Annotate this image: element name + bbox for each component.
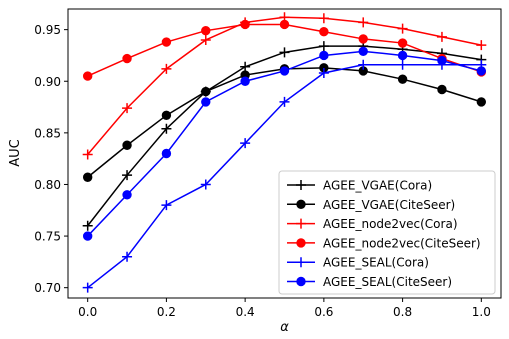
legend-item: AGEE_VGAE(Cora) [287,179,432,193]
circle-marker [397,74,408,84]
x-tick-label: 0.4 [236,305,255,319]
legend: AGEE_VGAE(Cora) AGEE_VGAE(CiteSeer) AGEE_n… [278,170,496,295]
series-agee-node2vec-cora [82,12,487,160]
y-tick-label: 0.90 [34,75,61,89]
y-axis: 0.70 0.75 0.80 0.85 0.90 0.95 [34,23,68,295]
y-tick-label: 0.95 [34,23,61,37]
circle-marker [437,55,447,66]
x-axis-label: α [280,320,289,335]
plus-marker [476,40,487,51]
y-tick-label: 0.80 [34,178,61,192]
legend-label: AGEE_VGAE(CiteSeer) [323,198,455,212]
legend-item: AGEE_node2vec(CiteSeer) [287,236,481,250]
plus-marker [161,63,172,74]
circle-marker [476,66,487,76]
legend-item: AGEE_SEAL(Cora) [287,256,429,270]
series-agee-vgae-citeseer [82,63,487,182]
circle-marker [296,276,306,287]
plus-marker [358,59,369,70]
plus-marker [296,218,306,229]
plus-marker [82,220,93,231]
plus-marker [200,179,211,190]
legend-label: AGEE_node2vec(CiteSeer) [323,236,481,250]
plus-marker [122,251,133,262]
legend-label: AGEE_node2vec(Cora) [323,217,458,231]
circle-marker [476,97,487,107]
circle-marker [279,66,290,76]
legend-item: AGEE_node2vec(Cora) [287,217,458,231]
plus-marker [200,34,211,45]
x-tick-label: 0.8 [393,305,412,319]
x-tick-label: 0.0 [78,305,97,319]
plus-marker [436,31,447,42]
circle-marker [122,190,132,200]
plus-marker [397,23,408,34]
circle-marker [240,19,250,30]
y-tick-label: 0.75 [34,230,61,244]
plus-marker [318,13,329,24]
circle-marker [358,46,368,57]
circle-marker [319,27,329,37]
plot-series [82,12,487,293]
plus-marker [397,59,408,70]
plus-marker [82,282,93,293]
circle-marker [161,110,172,121]
circle-marker [240,76,250,86]
legend-label: AGEE_VGAE(Cora) [323,179,432,193]
series-line [87,16,482,156]
plus-marker [161,123,172,134]
y-axis-label: AUC [8,139,23,167]
legend-item: AGEE_VGAE(CiteSeer) [287,198,455,212]
plus-marker [279,47,290,58]
circle-marker [201,97,211,107]
x-tick-label: 1.0 [472,305,491,319]
plot-frame [67,8,502,299]
circle-marker [437,84,447,95]
plus-marker [122,170,133,181]
circle-marker [82,71,93,81]
legend-label: AGEE_SEAL(CiteSeer) [323,275,452,289]
plus-marker [358,17,369,28]
legend-item: AGEE_SEAL(CiteSeer) [287,275,452,289]
circle-marker [319,50,329,61]
circle-marker [161,148,172,159]
circle-marker [201,86,211,97]
circle-marker [397,38,408,48]
circle-marker [279,19,290,30]
series-line [87,67,482,178]
plus-marker [161,200,172,211]
plus-marker [82,149,93,160]
series-agee-seal-cora [82,59,487,293]
circle-marker [296,199,306,210]
x-axis: 0.0 0.2 0.4 0.6 0.8 1.0 [78,298,491,319]
plus-marker [279,96,290,107]
plus-marker [318,67,329,78]
circle-marker [161,37,172,47]
circle-marker [82,231,93,241]
plus-marker [318,41,329,52]
circle-marker [397,50,408,61]
y-tick-label: 0.85 [34,126,61,140]
circle-marker [82,172,93,182]
plus-marker [296,180,306,190]
circle-marker [201,25,211,36]
circle-marker [296,238,306,248]
plus-marker [240,138,251,149]
y-tick-label: 0.70 [34,281,61,295]
plus-marker [296,257,306,268]
x-tick-label: 0.6 [314,305,333,319]
circle-marker [122,53,132,64]
circle-marker [358,34,368,44]
plus-marker [122,103,133,114]
plus-marker [240,61,251,72]
legend-box [278,170,496,295]
circle-marker [122,140,132,150]
legend-label: AGEE_SEAL(Cora) [323,256,429,270]
series-agee-seal-citeseer [82,46,487,241]
x-tick-label: 0.2 [157,305,176,319]
